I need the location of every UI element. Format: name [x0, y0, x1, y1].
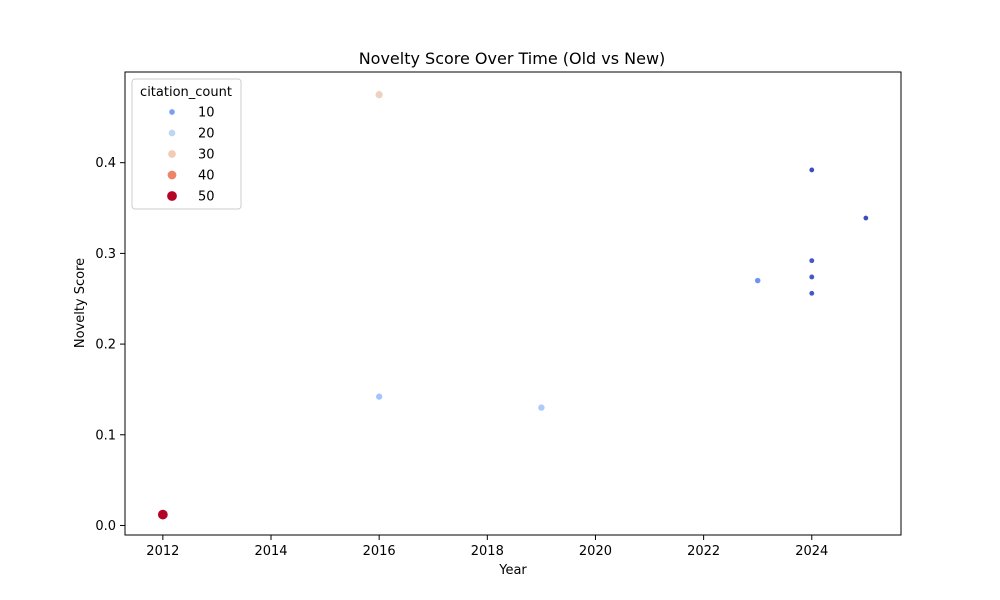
legend: citation_count 10 20 30 40 50	[131, 78, 242, 210]
data-point	[157, 509, 169, 521]
data-point	[862, 215, 869, 222]
data-point	[537, 403, 546, 412]
x-tick-label: 2022	[687, 544, 720, 559]
y-tick-label: 0.2	[95, 338, 116, 353]
y-tick-label: 0.4	[95, 156, 116, 171]
data-point	[808, 273, 815, 281]
data-point	[754, 277, 762, 284]
legend-label: 20	[198, 127, 215, 142]
plot-area	[124, 71, 902, 536]
x-tick-label: 2018	[471, 544, 504, 559]
x-axis-label: Year	[498, 563, 527, 578]
x-tick-label: 2024	[795, 544, 828, 559]
legend-marker	[168, 129, 176, 137]
legend-marker	[168, 108, 176, 116]
x-tick-label: 2014	[254, 544, 287, 559]
data-point	[808, 257, 815, 264]
legend-marker	[167, 149, 177, 159]
legend-box	[131, 78, 242, 210]
legend-label: 40	[198, 169, 215, 184]
x-tick-label: 2016	[363, 544, 396, 559]
x-tick-label: 2012	[146, 544, 179, 559]
data-point	[808, 166, 815, 173]
data-point	[808, 290, 815, 297]
legend-label: 50	[198, 190, 215, 205]
chart-title: Novelty Score Over Time (Old vs New)	[359, 49, 666, 68]
legend-label: 10	[198, 106, 215, 121]
y-tick-label: 0.3	[95, 247, 116, 262]
y-axis-label: Novelty Score	[73, 258, 88, 348]
legend-marker	[166, 190, 178, 202]
legend-title: citation_count	[140, 85, 232, 100]
y-axis: 0.0 0.1 0.2 0.3 0.4	[95, 156, 125, 534]
legend-marker	[167, 170, 177, 180]
x-tick-label: 2020	[579, 544, 612, 559]
y-tick-label: 0.0	[95, 519, 116, 534]
legend-entries: 10 20 30 40 50	[166, 106, 215, 205]
y-tick-label: 0.1	[95, 428, 116, 443]
x-axis: 2012 2014 2016 2018 2020 2022 2024	[146, 535, 828, 559]
legend-label: 30	[198, 148, 215, 163]
data-point	[375, 392, 383, 401]
scatter-points	[157, 90, 869, 521]
data-point	[374, 90, 384, 99]
